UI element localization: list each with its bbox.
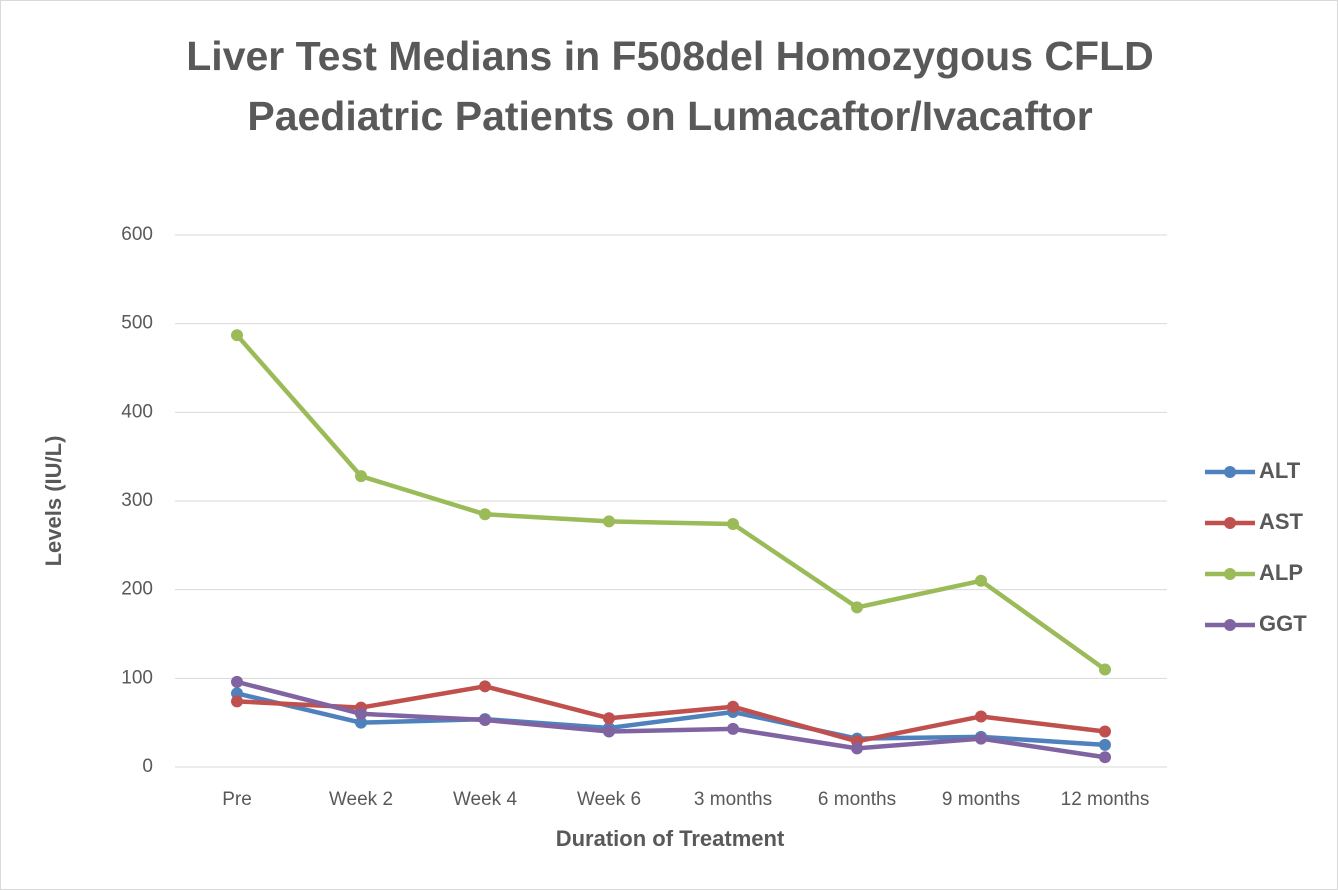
x-tick-label: Week 4 — [453, 789, 518, 810]
legend-label: GGT — [1259, 611, 1307, 636]
y-tick-label: 100 — [121, 667, 153, 688]
y-axis-title: Levels (IU/L) — [41, 436, 66, 567]
legend-label: ALP — [1259, 560, 1303, 585]
data-point — [479, 714, 491, 727]
legend-marker — [1224, 517, 1236, 529]
legend-marker — [1224, 466, 1236, 478]
legend-label: AST — [1259, 509, 1304, 534]
data-point — [1099, 725, 1111, 738]
data-point — [355, 470, 367, 483]
y-tick-label: 0 — [142, 756, 153, 777]
data-point — [975, 732, 987, 745]
legend-label: ALT — [1259, 458, 1301, 483]
data-point — [231, 695, 243, 708]
x-tick-label: 3 months — [694, 789, 772, 810]
y-tick-label: 400 — [121, 401, 153, 422]
chart-title: Liver Test Medians in F508del Homozygous… — [186, 33, 1154, 139]
x-tick-label: Week 2 — [329, 789, 393, 810]
data-point — [727, 722, 739, 735]
data-point — [727, 700, 739, 713]
y-tick-label: 600 — [121, 224, 153, 245]
data-point — [355, 716, 367, 729]
data-point — [727, 518, 739, 531]
x-tick-label: 12 months — [1061, 789, 1150, 810]
series-line — [236, 679, 1106, 760]
x-tick-label: 6 months — [818, 789, 896, 810]
data-point — [355, 707, 367, 720]
y-tick-label: 300 — [121, 490, 153, 511]
x-axis-title: Duration of Treatment — [556, 826, 785, 851]
data-point — [975, 574, 987, 587]
data-point — [231, 675, 243, 688]
data-point — [479, 680, 491, 693]
data-point — [1099, 663, 1111, 676]
data-point — [851, 601, 863, 614]
data-point — [1099, 738, 1111, 751]
series-line — [236, 691, 1106, 748]
data-point — [603, 515, 615, 528]
data-point — [479, 508, 491, 521]
data-point — [1099, 751, 1111, 764]
x-tick-label: Pre — [222, 789, 252, 810]
x-tick-label: Week 6 — [577, 789, 641, 810]
y-tick-label: 200 — [121, 579, 153, 600]
x-tick-label: 9 months — [942, 789, 1020, 810]
series-line — [235, 333, 1107, 672]
data-point — [603, 712, 615, 725]
y-tick-label: 500 — [121, 313, 153, 334]
data-point — [975, 710, 987, 723]
series-line — [236, 684, 1106, 744]
data-point — [851, 742, 863, 755]
data-point — [603, 725, 615, 738]
legend-marker — [1224, 568, 1236, 580]
legend-marker — [1224, 619, 1236, 631]
data-point — [231, 329, 243, 342]
